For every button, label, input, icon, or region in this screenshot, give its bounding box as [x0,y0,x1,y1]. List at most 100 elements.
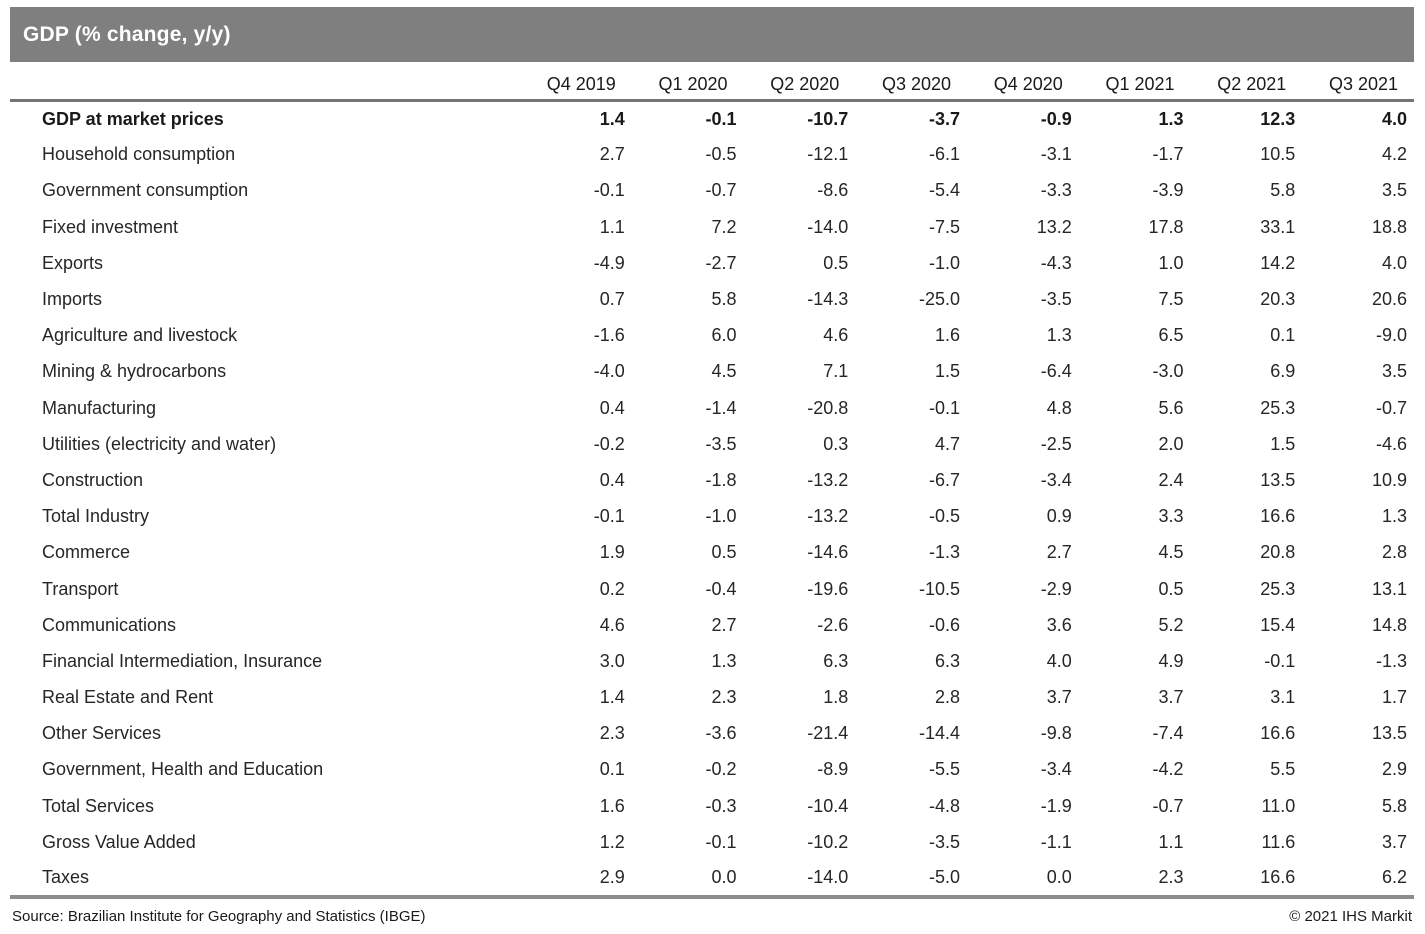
value-cell: 2.3 [711,687,737,708]
row-label: Commerce [42,542,131,563]
value-cell: -3.0 [1152,361,1184,382]
value-cell: 2.8 [1381,542,1407,563]
table-title-bar: GDP (% change, y/y) [10,7,1414,62]
value-cell: -0.9 [1040,108,1072,129]
column-header: Q4 2019 [520,62,632,102]
table-row: Taxes 2.9 0.0 -14.0 -5.0 0.0 2.3 16.6 6.2 [10,860,1414,899]
value-cell: 6.9 [1270,361,1296,382]
table-row: Mining & hydrocarbons -4.0 4.5 7.1 1.5 -6.4 -3… [10,354,1414,390]
table-row: Imports 0.7 5.8 -14.3 -25.0 -3.5 7.5 20.3 20.6 [10,281,1414,317]
value-cell: -0.2 [705,759,737,780]
table-row: Total Industry -0.1 -1.0 -13.2 -0.5 0.9 3.3 16.… [10,499,1414,535]
value-cell: 20.8 [1260,542,1296,563]
value-cell: -1.1 [1040,831,1072,852]
value-cell: 6.2 [1302,860,1414,899]
table-row: Total Services 1.6 -0.3 -10.4 -4.8 -1.9 -0.7 11… [10,788,1414,824]
value-cell: -0.2 [593,433,625,454]
row-label: Utilities (electricity and water) [42,433,277,454]
value-cell: 16.6 [1190,860,1303,899]
value-cell: -7.4 [1152,723,1184,744]
value-cell: 1.0 [1158,252,1184,273]
table-row: Manufacturing 0.4 -1.4 -20.8 -0.1 4.8 5.6 25.3 -… [10,390,1414,426]
row-label: Household consumption [42,144,236,165]
value-cell: -2.5 [1040,433,1072,454]
value-cell: -4.8 [928,795,960,816]
value-cell: 2.0 [1158,433,1184,454]
value-cell: -10.5 [918,578,960,599]
value-cell: 16.6 [1260,506,1296,527]
value-cell: 11.6 [1261,831,1296,852]
value-cell: 4.9 [1158,650,1184,671]
value-cell: -20.8 [807,397,849,418]
value-cell: -0.1 [928,397,960,418]
table-row: Agriculture and livestock -1.6 6.0 4.6 1.6 1.… [10,318,1414,354]
value-cell: 1.8 [823,687,849,708]
gdp-data-table: Q4 2019 Q1 2020 Q2 2020 Q3 2020 Q4 2020 Q1 20… [10,62,1414,899]
value-cell: 7.5 [1158,289,1184,310]
value-cell: 5.8 [1270,180,1296,201]
value-cell: -10.7 [807,108,849,129]
value-cell: -14.6 [807,542,849,563]
value-cell: 5.6 [1158,397,1184,418]
value-cell: -3.4 [1040,469,1072,490]
table-row: Construction 0.4 -1.8 -13.2 -6.7 -3.4 2.4 13.5 1… [10,462,1414,498]
value-cell: 25.3 [1260,578,1296,599]
value-cell: 0.9 [1046,506,1072,527]
value-cell: 4.5 [1158,542,1184,563]
table-row: Exports -4.9 -2.7 0.5 -1.0 -4.3 1.0 14.2 4.0 [10,245,1414,281]
value-cell: 3.7 [1046,687,1072,708]
value-cell: 3.5 [1381,180,1407,201]
value-cell: 4.0 [1046,650,1072,671]
column-header: Q1 2021 [1078,62,1191,102]
table-title: GDP (% change, y/y) [23,22,231,46]
value-cell: 2.9 [520,860,632,899]
value-cell: -2.6 [817,614,849,635]
value-cell: -4.0 [593,361,625,382]
value-cell: 11.0 [1261,795,1296,816]
value-cell: -3.5 [1040,289,1072,310]
value-cell: -1.6 [593,325,625,346]
value-cell: 4.0 [1381,108,1407,129]
value-cell: -0.1 [593,506,625,527]
value-cell: 4.8 [1046,397,1072,418]
column-header: Q4 2020 [967,62,1079,102]
row-label: Total Services [42,795,155,816]
value-cell: 10.5 [1260,144,1296,165]
table-body: GDP at market prices 1.4 -0.1 -10.7 -3.7 -0.9… [10,101,1414,899]
value-cell: -13.2 [807,506,849,527]
value-cell: 33.1 [1260,216,1296,237]
value-cell: 4.0 [1381,252,1407,273]
table-row: Fixed investment 1.1 7.2 -14.0 -7.5 13.2 17.8 3… [10,209,1414,245]
value-cell: -3.1 [1040,144,1072,165]
row-label: Total Industry [42,506,150,527]
value-cell: 1.3 [1381,506,1407,527]
value-cell: 18.8 [1371,216,1407,237]
row-label: Government, Health and Education [42,759,324,780]
value-cell: 13.2 [1036,216,1072,237]
value-cell: 1.5 [934,361,960,382]
value-cell: 0.5 [823,252,849,273]
value-cell: 3.6 [1046,614,1072,635]
value-cell: -9.8 [1040,723,1072,744]
value-cell: -0.5 [705,144,737,165]
value-cell: -1.0 [928,252,960,273]
table-row: Financial Intermediation, Insurance 3.0 1.… [10,643,1414,679]
value-cell: -2.7 [705,252,737,273]
column-header: Q3 2021 [1302,62,1414,102]
value-cell: 1.6 [599,795,625,816]
value-cell: -10.2 [807,831,849,852]
row-label: Government consumption [42,180,249,201]
row-label: Mining & hydrocarbons [42,361,227,382]
copyright-note: © 2021 IHS Markit [1289,908,1412,925]
value-cell: 7.2 [711,216,737,237]
value-cell: 20.3 [1260,289,1296,310]
value-cell: -1.4 [705,397,737,418]
value-cell: -14.4 [918,723,960,744]
value-cell: 1.9 [599,542,625,563]
value-cell: 1.1 [599,216,625,237]
value-cell: 12.3 [1260,108,1296,129]
value-cell: -1.9 [1040,795,1072,816]
value-cell: 3.5 [1381,361,1407,382]
value-cell: 1.5 [1270,433,1296,454]
value-cell: -0.1 [1264,650,1296,671]
